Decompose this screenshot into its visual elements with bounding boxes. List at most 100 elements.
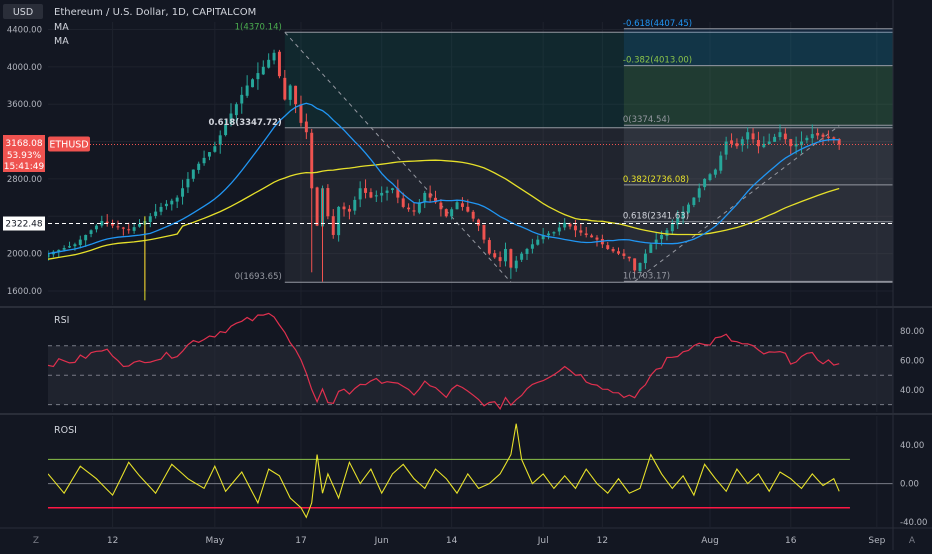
candle-body	[633, 258, 637, 271]
candle-body	[552, 232, 556, 234]
candle-body	[407, 207, 411, 210]
rsi-band	[48, 345, 893, 405]
candle-body	[670, 224, 674, 232]
currency-badge[interactable]	[3, 4, 43, 19]
candle-body	[224, 124, 228, 136]
fib-zone	[623, 221, 893, 282]
candle-body	[132, 227, 136, 231]
auto-scale-button[interactable]: A	[909, 536, 916, 546]
candle-body	[665, 230, 669, 236]
price-tick-label: 4400.00	[7, 25, 42, 35]
candle-body	[730, 140, 734, 144]
time-axis[interactable]: 12 May 17 Jun 14 Jul 12 Aug 16 Sep	[107, 536, 886, 546]
price-tick-label: 4000.00	[7, 63, 42, 73]
fib-right-label: 0(3374.54)	[623, 115, 670, 125]
price-axis[interactable]: 4400.00 4000.00 3600.00 2800.00 2000.00 1600.…	[7, 25, 928, 528]
candle-body	[643, 253, 647, 264]
fib-right-label: 0.382(2736.08)	[623, 175, 689, 185]
candle-body	[84, 234, 88, 241]
candle-body	[197, 163, 201, 170]
candle-body	[547, 233, 551, 236]
candle-body	[681, 211, 685, 219]
trend-line[interactable]	[284, 31, 512, 283]
fib-zone	[623, 65, 893, 126]
candle-body	[261, 66, 265, 75]
candle-body	[617, 251, 620, 254]
fib-right-label: -0.382(4013.00)	[623, 56, 692, 66]
candle-body	[57, 249, 61, 252]
price-tick-label: 2800.00	[7, 175, 42, 185]
rosi-tick-label: 40.00	[900, 441, 924, 451]
candle-body	[525, 248, 529, 254]
candle-body	[100, 220, 104, 226]
candle-body	[207, 152, 211, 157]
candle-body	[326, 188, 330, 217]
price-tick-label: 3600.00	[7, 100, 42, 110]
candle-body	[568, 223, 572, 227]
price-tick-label: 2000.00	[7, 250, 42, 260]
timezone-button[interactable]: Z	[33, 536, 39, 546]
candle-body	[159, 206, 163, 212]
candle-body	[692, 197, 696, 206]
candle-body	[541, 234, 545, 240]
candle-body	[62, 248, 66, 250]
rsi-title[interactable]: RSI	[54, 315, 69, 326]
candle-body	[530, 244, 534, 249]
rsi-pane[interactable]	[48, 312, 893, 411]
rsi-tick-label: 80.00	[900, 327, 924, 337]
candle-body	[428, 193, 432, 198]
candle-body	[294, 85, 298, 105]
candle-body	[455, 202, 459, 210]
ma-fast-line	[48, 102, 840, 255]
candle-body	[385, 190, 389, 193]
candle-body	[735, 143, 739, 147]
candle-body	[369, 192, 373, 198]
ma-legend-2[interactable]: MA	[54, 36, 69, 47]
candle-body	[466, 206, 470, 212]
candle-body	[498, 257, 502, 262]
fibonacci-retracements	[284, 28, 893, 283]
candle-body	[703, 178, 707, 188]
rosi-title[interactable]: ROSI	[54, 425, 77, 436]
time-tick-label: 17	[295, 536, 306, 546]
candle-body	[390, 188, 394, 191]
candle-body	[202, 157, 206, 164]
last-price-badge: 3168.08 53.93% 15:41:49	[3, 135, 45, 172]
ticker-tag[interactable]	[48, 136, 90, 152]
ma-slow-line	[48, 159, 840, 260]
candle-body	[148, 216, 152, 222]
candle-body	[487, 240, 491, 254]
candle-body	[767, 141, 771, 145]
candle-body	[138, 224, 141, 227]
candle-body	[686, 204, 690, 213]
candle-body	[417, 202, 421, 213]
candle-body	[170, 200, 174, 205]
candle-body	[493, 253, 497, 258]
hline-price: 2322.48	[5, 220, 42, 230]
candle-body	[73, 244, 77, 247]
candle-body	[256, 73, 260, 80]
candle-body	[477, 219, 481, 226]
price-pane[interactable]	[47, 28, 893, 301]
candle-body	[154, 211, 158, 216]
hline-price-badge	[3, 216, 45, 231]
candle-body	[283, 77, 287, 100]
candle-body	[638, 262, 642, 272]
candle-body	[111, 223, 115, 226]
candle-body	[299, 104, 303, 123]
candle-body	[218, 135, 222, 145]
time-tick-label: 12	[597, 536, 608, 546]
candle-body	[471, 211, 475, 219]
fib-right-label: 1(1703.17)	[623, 271, 670, 281]
ma-legend-1[interactable]: MA	[54, 22, 69, 33]
symbol-title[interactable]: Ethereum / U.S. Dollar, 1D, CAPITALCOM	[54, 7, 256, 18]
candle-body	[778, 132, 782, 138]
candle-body	[288, 85, 292, 100]
candle-body	[434, 197, 437, 203]
candle-body	[267, 59, 271, 68]
rosi-pane[interactable]	[48, 423, 893, 519]
candle-body	[251, 79, 255, 88]
candle-body	[315, 187, 319, 226]
candle-body	[68, 246, 72, 248]
